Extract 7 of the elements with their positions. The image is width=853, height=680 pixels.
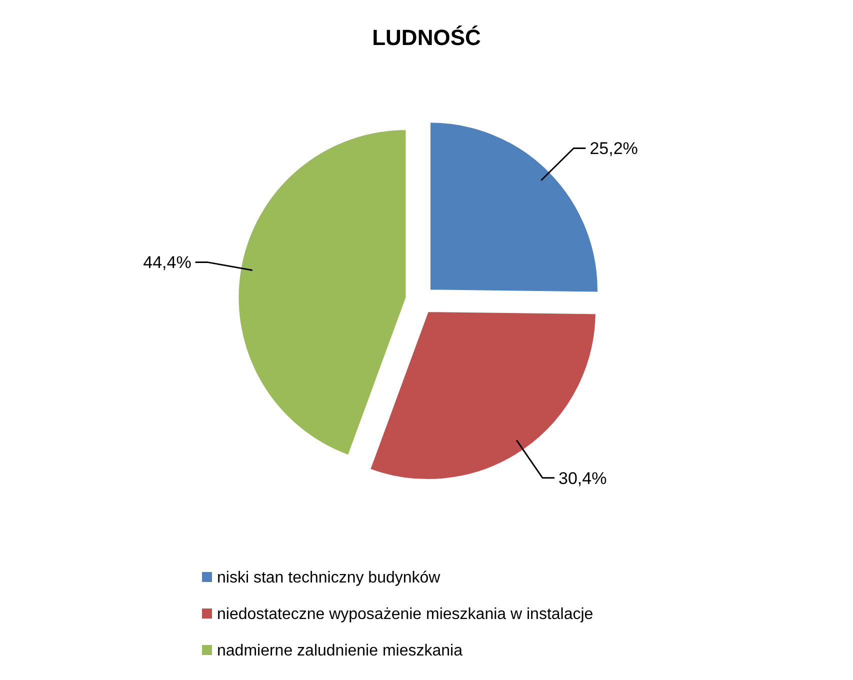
data-label: 30,4% xyxy=(558,468,607,488)
data-label: 44,4% xyxy=(143,253,192,272)
data-label: 25,2% xyxy=(590,139,638,158)
legend-label: nadmierne zaludnienie mieszkania xyxy=(217,642,463,660)
legend-label: niedostateczne wyposażenie mieszkania w instalacje xyxy=(217,606,594,624)
chart-title: LUDNOŚĆ xyxy=(372,25,481,50)
legend-label: niski stan techniczny budynków xyxy=(217,570,441,587)
